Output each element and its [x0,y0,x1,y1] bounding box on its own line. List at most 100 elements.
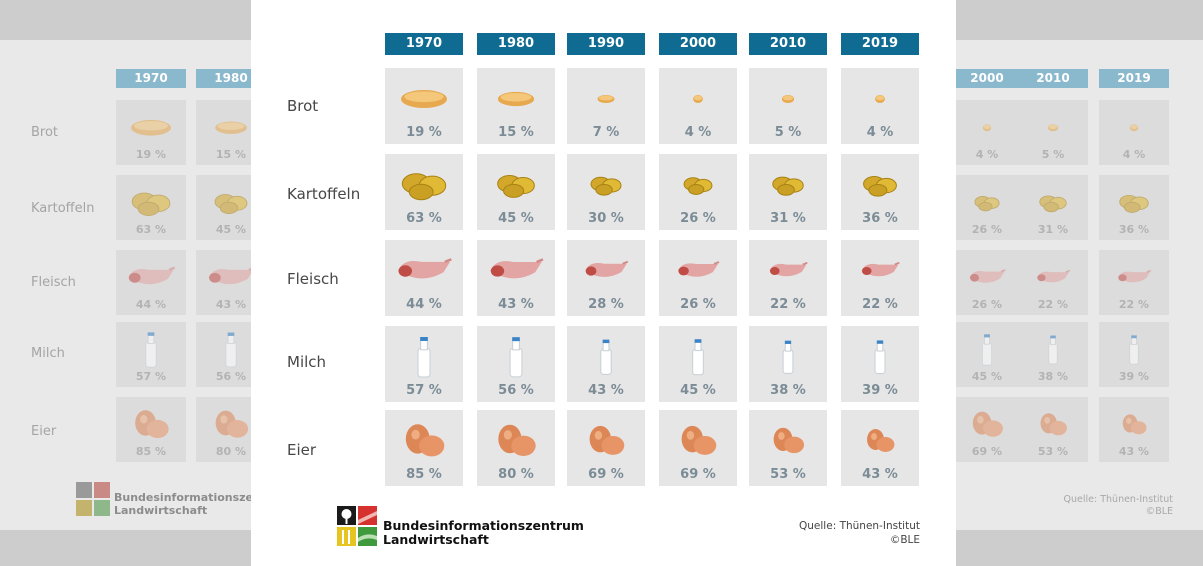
potato-icon [1039,195,1067,213]
year-header-2010: 2010 [749,33,827,55]
background-cell-fleisch-2000: 26 % [952,250,1022,315]
background-copyright: ©BLE [1145,506,1173,517]
potato-icon [863,176,897,197]
cell-fleisch-2019: 22 % [841,240,919,316]
background-cell-kartoffeln-1970: 63 % [116,175,186,240]
cell-eier-2010: 53 % [749,410,827,486]
cell-milch-1990: 43 % [567,326,645,402]
potato-icon [974,196,1000,212]
percent-label: 36 % [862,211,898,226]
bread-icon [401,90,447,108]
background-cell-brot-1970: 19 % [116,100,186,165]
background-year-header-2000: 2000 [952,69,1022,88]
year-header-1970: 1970 [385,33,463,55]
cell-brot-1970: 19 % [385,68,463,144]
percent-label: 56 % [498,383,534,398]
background-percent-label: 63 % [135,223,167,236]
row-label-fleisch: Fleisch [287,270,339,288]
meat-icon [1118,269,1152,283]
bread-icon [215,121,247,134]
background-row-label-fleisch: Fleisch [31,275,76,290]
background-percent-label: 5 % [1041,148,1065,161]
meat-icon [585,260,629,277]
row-label-milch: Milch [287,353,327,371]
milk-bottle-icon [692,339,704,376]
egg-icon [498,424,536,456]
potato-icon [590,176,622,196]
percent-label: 43 % [862,467,898,482]
potato-icon [214,194,248,214]
source-note: Quelle: Thünen-Institut [799,520,920,532]
background-row-label-kartoffeln: Kartoffeln [31,201,95,216]
background-percent-label: 26 % [971,223,1003,236]
cell-kartoffeln-1970: 63 % [385,154,463,230]
background-percent-label: 15 % [215,148,247,161]
percent-label: 26 % [680,211,716,226]
bread-icon [781,94,795,104]
ble-logo-icon [337,506,377,546]
org-name-line1: Bundesinformationszentrum [383,518,584,533]
background-percent-label: 26 % [971,298,1003,311]
background-percent-label: 4 % [1122,148,1146,161]
cell-brot-2010: 5 % [749,68,827,144]
background-cell-milch-2019: 39 % [1099,322,1169,387]
background-percent-label: 57 % [135,370,167,383]
cell-kartoffeln-2010: 31 % [749,154,827,230]
percent-label: 85 % [406,467,442,482]
milk-bottle-icon [782,340,794,374]
background-logo-icon [76,482,110,516]
cell-fleisch-2010: 22 % [749,240,827,316]
bread-icon [875,94,885,104]
background-percent-label: 44 % [135,298,167,311]
background-year-header-1980: 1980 [196,69,266,88]
meat-icon [128,266,176,285]
background-row-label-brot: Brot [31,125,59,140]
milk-bottle-icon [509,337,523,378]
cell-brot-2019: 4 % [841,68,919,144]
bread-icon [597,94,615,104]
background-cell-eier-1970: 85 % [116,397,186,462]
cell-milch-2000: 45 % [659,326,737,402]
year-header-2019: 2019 [841,33,919,55]
background-percent-label: 53 % [1037,445,1069,458]
background-cell-kartoffeln-2010: 31 % [1018,175,1088,240]
milk-bottle-icon [1048,335,1058,365]
egg-icon [405,424,445,457]
meat-icon [678,261,720,277]
org-name-line2: Landwirtschaft [383,532,489,547]
chart-card: 1970 1980 1990 2000 2010 2019 Brot 19 % 15 % 7… [251,0,956,566]
year-header-2000: 2000 [659,33,737,55]
cell-kartoffeln-2000: 26 % [659,154,737,230]
copyright-note: ©BLE [889,534,920,546]
bread-icon [693,94,703,104]
background-percent-label: 45 % [971,370,1003,383]
egg-icon [972,411,1003,437]
percent-label: 38 % [770,383,806,398]
meat-icon [969,269,1006,283]
percent-label: 22 % [862,297,898,312]
percent-label: 5 % [774,125,802,140]
milk-bottle-icon [417,337,431,378]
meat-icon [1037,269,1071,283]
background-cell-eier-2000: 69 % [952,397,1022,462]
bread-icon [497,91,535,107]
egg-icon [589,425,625,455]
background-percent-label: 19 % [135,148,167,161]
cell-eier-1970: 85 % [385,410,463,486]
percent-label: 43 % [498,297,534,312]
year-header-1990: 1990 [567,33,645,55]
percent-label: 15 % [498,125,534,140]
milk-bottle-icon [600,339,612,375]
cell-milch-1980: 56 % [477,326,555,402]
background-cell-fleisch-2019: 22 % [1099,250,1169,315]
milk-bottle-icon [1129,335,1139,365]
background-row-label-eier: Eier [31,424,57,439]
cell-eier-2019: 43 % [841,410,919,486]
percent-label: 28 % [588,297,624,312]
percent-label: 43 % [588,383,624,398]
bread-icon [982,124,992,132]
cell-fleisch-2000: 26 % [659,240,737,316]
background-year-header-1970: 1970 [116,69,186,88]
percent-label: 45 % [680,383,716,398]
cell-brot-1990: 7 % [567,68,645,144]
